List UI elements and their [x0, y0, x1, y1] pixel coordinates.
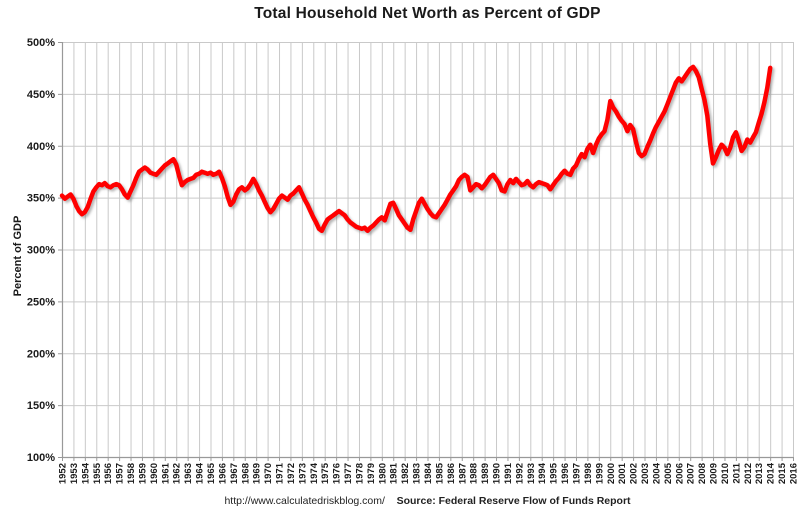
y-tick-label: 150% — [27, 400, 55, 412]
x-tick-label: 2015 — [777, 462, 788, 484]
x-tick-label: 2014 — [766, 462, 777, 484]
chart-footer: http://www.calculatedriskblog.com/ Sourc… — [62, 495, 793, 507]
x-tick-label: 1969 — [252, 463, 263, 484]
x-tick-label: 1984 — [423, 462, 434, 484]
x-tick-label: 1978 — [354, 463, 365, 484]
x-tick-label: 2011 — [731, 462, 742, 483]
x-tick-label: 1961 — [160, 462, 171, 484]
y-tick-label: 500% — [27, 37, 55, 49]
x-tick-label: 2005 — [663, 462, 674, 484]
y-tick-labels: 100% 150% 200% 250% 300% 350% 400% 450% 500% — [27, 37, 55, 464]
y-tick-label: 250% — [27, 296, 55, 308]
x-tick-label: 2003 — [640, 463, 651, 484]
x-tick-label: 1964 — [195, 462, 206, 484]
x-tick-label: 1987 — [457, 463, 468, 484]
x-tick-label: 1988 — [469, 463, 480, 484]
x-tick-label: 1983 — [412, 463, 423, 484]
x-tick-label: 2013 — [754, 463, 765, 484]
x-tick-label: 1985 — [434, 462, 445, 484]
net-worth-series-path — [59, 64, 773, 234]
x-tick-label: 1999 — [594, 463, 605, 484]
x-tick-label: 2010 — [720, 463, 731, 484]
x-tick-label: 1997 — [571, 463, 582, 484]
footer-source: Source: Federal Reserve Flow of Funds Re… — [396, 495, 631, 507]
x-tick-label: 1974 — [309, 462, 320, 484]
axes — [58, 42, 794, 461]
x-tick-label: 1953 — [69, 463, 80, 484]
x-tick-label: 1956 — [103, 463, 114, 484]
x-tick-label: 2009 — [709, 463, 720, 484]
y-tick-label: 300% — [27, 245, 55, 257]
x-tick-label: 1968 — [240, 463, 251, 484]
x-tick-label: 1980 — [377, 463, 388, 484]
x-tick-label: 1957 — [115, 463, 126, 484]
x-tick-label: 1992 — [514, 463, 525, 484]
x-tick-label: 1965 — [206, 462, 217, 484]
x-tick-label: 1990 — [492, 463, 503, 484]
x-tick-label: 1993 — [526, 463, 537, 484]
footer-separator — [385, 495, 397, 507]
x-tick-label: 2002 — [629, 463, 640, 484]
x-tick-label: 2008 — [697, 463, 708, 484]
x-tick-label: 1960 — [149, 463, 160, 484]
x-tick-label: 2006 — [674, 463, 685, 484]
x-tick-label: 1981 — [389, 462, 400, 484]
x-tick-label: 2001 — [617, 462, 628, 484]
x-tick-label: 1977 — [343, 463, 354, 484]
x-tick-label: 1973 — [297, 463, 308, 484]
x-tick-label: 1972 — [286, 463, 297, 484]
x-tick-label: 1982 — [400, 463, 411, 484]
x-tick-label: 1970 — [263, 463, 274, 484]
x-tick-label: 1991 — [503, 462, 514, 484]
x-tick-label: 1967 — [229, 463, 240, 484]
x-tick-label: 1979 — [366, 463, 377, 484]
x-tick-label: 1989 — [480, 463, 491, 484]
x-tick-label: 1995 — [549, 462, 560, 484]
y-tick-label: 450% — [27, 89, 55, 101]
x-tick-label: 1998 — [583, 463, 594, 484]
x-tick-labels: 1952 1953 1954 1955 1956 1957 1958 1959 1960 1961… — [58, 462, 800, 484]
x-tick-label: 1971 — [275, 462, 286, 484]
y-tick-label: 100% — [27, 452, 55, 464]
x-tick-label: 1963 — [183, 463, 194, 484]
x-tick-label: 2012 — [743, 463, 754, 484]
y-tick-label: 200% — [27, 348, 55, 360]
y-tick-label: 350% — [27, 193, 55, 205]
gridlines — [62, 42, 794, 458]
x-tick-label: 1994 — [537, 462, 548, 484]
x-tick-label: 1959 — [137, 463, 148, 484]
x-tick-label: 2007 — [686, 463, 697, 484]
x-tick-label: 1962 — [172, 463, 183, 484]
x-tick-label: 1955 — [92, 462, 103, 484]
footer-url: http://www.calculatedriskblog.com/ — [224, 495, 385, 507]
x-tick-label: 1954 — [80, 462, 91, 484]
chart-title: Total Household Net Worth as Percent of … — [254, 5, 601, 22]
x-tick-label: 1952 — [58, 463, 69, 484]
x-tick-label: 2000 — [606, 463, 617, 484]
x-tick-label: 1996 — [560, 463, 571, 484]
x-tick-label: 2016 — [789, 463, 800, 484]
y-tick-label: 400% — [27, 141, 55, 153]
net-worth-line — [59, 64, 773, 234]
x-tick-label: 1966 — [217, 463, 228, 484]
x-tick-label: 2004 — [651, 462, 662, 484]
x-tick-label: 1986 — [446, 463, 457, 484]
x-tick-label: 1975 — [320, 462, 331, 484]
x-tick-label: 1976 — [332, 463, 343, 484]
x-tick-label: 1958 — [126, 463, 137, 484]
